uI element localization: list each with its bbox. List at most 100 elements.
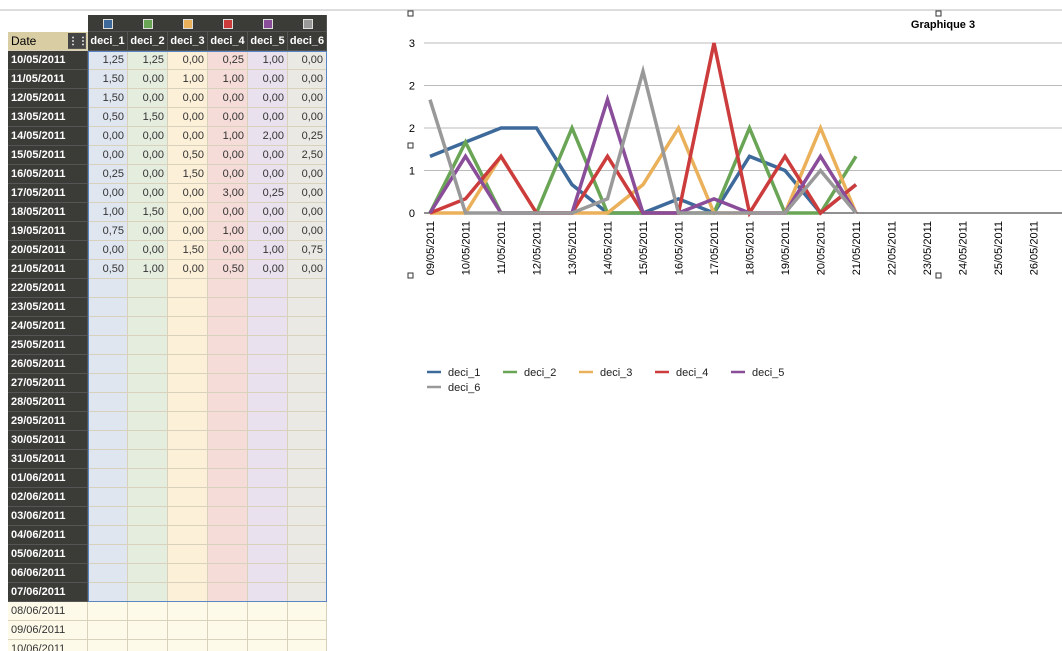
- data-cell: 0,00: [168, 127, 208, 146]
- data-cell: [128, 279, 168, 298]
- data-cell: 0,00: [168, 184, 208, 203]
- data-cell: [128, 317, 168, 336]
- data-cell: [248, 412, 288, 431]
- data-cell: [88, 317, 128, 336]
- data-cell: [88, 279, 128, 298]
- data-cell: 1,00: [208, 127, 248, 146]
- empty-cell: [168, 640, 208, 651]
- data-cell: 0,00: [168, 108, 208, 127]
- data-cell: 0,25: [208, 51, 248, 70]
- series-line: [428, 93, 858, 215]
- row-date: 19/05/2011: [8, 222, 88, 241]
- row-date: 01/06/2011: [8, 469, 88, 488]
- color-swatch: [143, 19, 153, 29]
- data-cell: [128, 507, 168, 526]
- data-cell: [168, 355, 208, 374]
- data-cell: [208, 317, 248, 336]
- empty-cell: [288, 640, 327, 651]
- data-cell: 1,00: [208, 70, 248, 89]
- data-cell: 1,50: [88, 89, 128, 108]
- series-line: [428, 123, 858, 215]
- data-cell: [168, 393, 208, 412]
- data-cell: [168, 298, 208, 317]
- data-cell: [128, 488, 168, 507]
- data-cell: 0,00: [248, 70, 288, 89]
- data-cell: [128, 393, 168, 412]
- row-date: 07/06/2011: [8, 583, 88, 602]
- data-cell: 0,00: [88, 241, 128, 260]
- data-cell: [88, 564, 128, 583]
- data-cell: 1,00: [128, 260, 168, 279]
- data-cell: [128, 545, 168, 564]
- data-cell: [208, 431, 248, 450]
- data-cell: [208, 279, 248, 298]
- data-cell: 0,50: [168, 146, 208, 165]
- row-date: 20/05/2011: [8, 241, 88, 260]
- data-cell: 0,00: [168, 222, 208, 241]
- data-cell: 0,00: [288, 51, 327, 70]
- series-line: [430, 123, 858, 215]
- data-cell: 0,00: [168, 89, 208, 108]
- x-tick-label: 17/05/2011: [709, 221, 721, 275]
- data-cell: [208, 507, 248, 526]
- data-cell: [168, 469, 208, 488]
- column-menu: ⋮⋮: [68, 33, 86, 49]
- data-cell: [88, 336, 128, 355]
- data-cell: [128, 431, 168, 450]
- data-cell: 0,75: [288, 241, 327, 260]
- data-cell: [88, 298, 128, 317]
- legend-label: deci_5: [752, 367, 784, 379]
- data-cell: 1,25: [88, 51, 128, 70]
- empty-cell: [88, 621, 128, 640]
- color-swatch: [303, 19, 313, 29]
- data-cell: 0,00: [248, 89, 288, 108]
- row-date: 22/05/2011: [8, 279, 88, 298]
- data-cell: [128, 355, 168, 374]
- legend-label: deci_4: [676, 367, 708, 379]
- column-header: deci_6: [288, 32, 327, 51]
- data-cell: [208, 545, 248, 564]
- data-cell: [128, 298, 168, 317]
- data-cell: 0,50: [88, 108, 128, 127]
- row-date: 24/05/2011: [8, 317, 88, 336]
- data-cell: 0,00: [248, 203, 288, 222]
- data-cell: [128, 412, 168, 431]
- empty-cell: [128, 621, 168, 640]
- data-cell: [208, 526, 248, 545]
- data-cell: 0,25: [288, 127, 327, 146]
- data-cell: [208, 469, 248, 488]
- data-cell: [168, 412, 208, 431]
- x-tick-label: 12/05/2011: [532, 221, 544, 275]
- data-cell: 1,00: [88, 203, 128, 222]
- data-cell: [128, 374, 168, 393]
- color-swatch: [263, 19, 273, 29]
- data-cell: 1,00: [208, 222, 248, 241]
- data-cell: [248, 507, 288, 526]
- data-cell: 0,00: [168, 51, 208, 70]
- data-cell: 0,00: [288, 222, 327, 241]
- data-cell: 0,00: [128, 70, 168, 89]
- y-tick-label: 0: [409, 208, 415, 220]
- data-cell: [208, 336, 248, 355]
- x-tick-label: 09/05/2011: [425, 221, 437, 275]
- data-cell: [248, 469, 288, 488]
- x-tick-label: 21/05/2011: [851, 221, 863, 275]
- row-date: 03/06/2011: [8, 507, 88, 526]
- row-date: 17/05/2011: [8, 184, 88, 203]
- data-cell: 0,00: [128, 184, 168, 203]
- row-date: 18/05/2011: [8, 203, 88, 222]
- empty-cell: [248, 621, 288, 640]
- y-tick-label: 1: [409, 166, 415, 178]
- x-tick-label: 23/05/2011: [922, 221, 934, 275]
- row-date: 27/05/2011: [8, 374, 88, 393]
- selection-frame: [88, 51, 327, 602]
- empty-cell: [168, 602, 208, 621]
- row-date: 14/05/2011: [8, 127, 88, 146]
- series-line: [429, 126, 858, 216]
- data-cell: [88, 393, 128, 412]
- data-cell: 1,50: [168, 241, 208, 260]
- empty-cell: [128, 640, 168, 651]
- data-cell: [168, 564, 208, 583]
- column-header: deci_2: [128, 32, 168, 51]
